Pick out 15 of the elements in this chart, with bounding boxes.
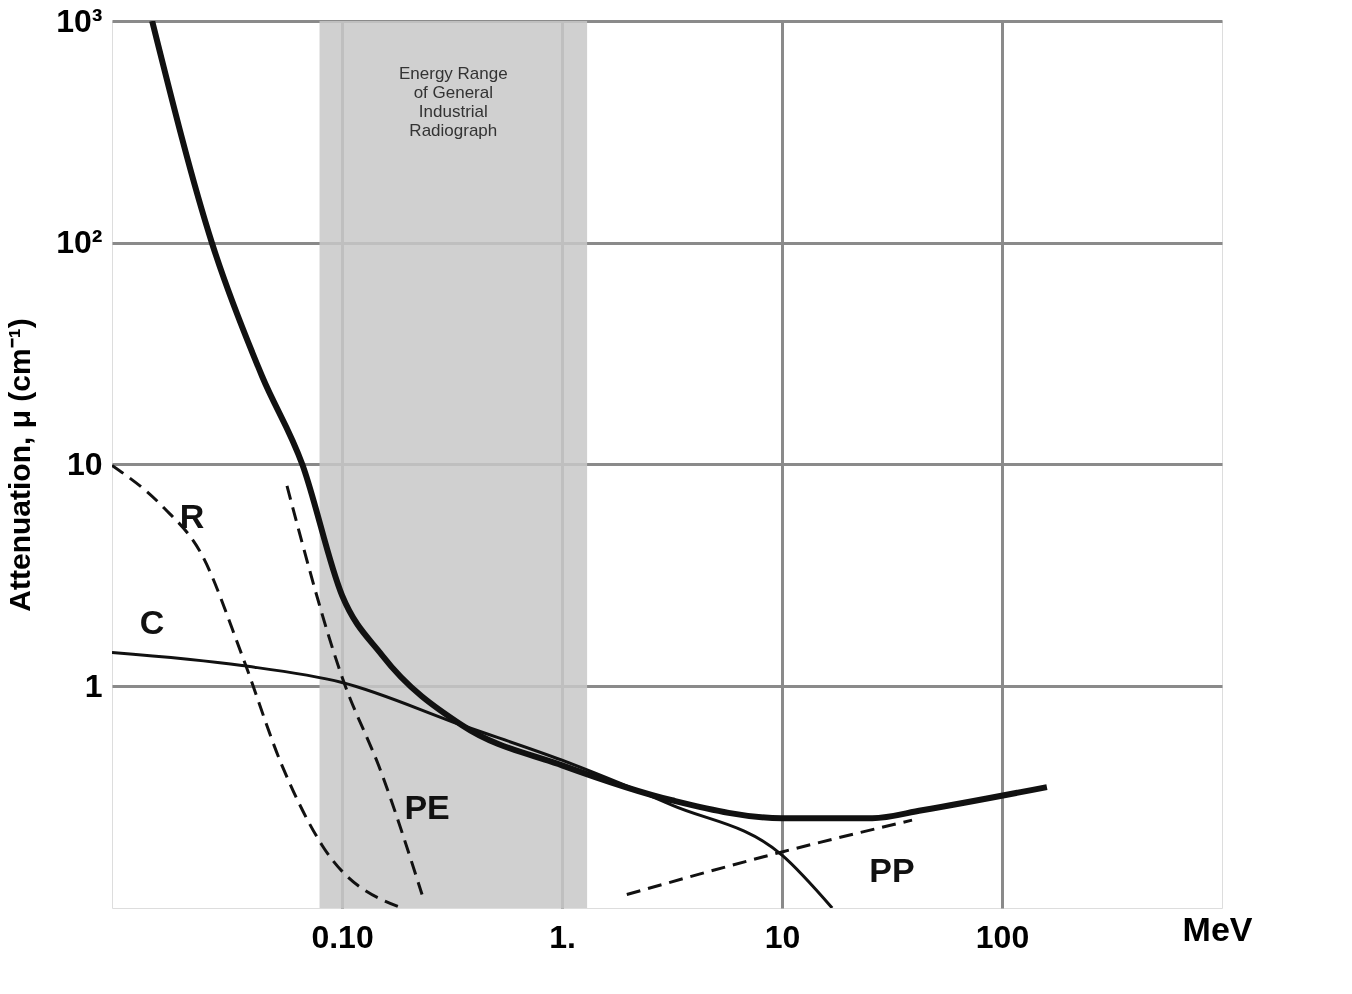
x-tick-label: 10	[764, 918, 801, 955]
series-label: R	[179, 496, 205, 535]
y-tick-label: 10²	[56, 224, 103, 261]
series-label: PE	[404, 788, 450, 827]
x-tick-label: 100	[975, 918, 1030, 955]
x-axis-title: MeV	[1182, 909, 1253, 948]
x-tick-label: 0.10	[311, 918, 374, 955]
y-axis-title: Attenuation, μ (cm⁻¹)	[3, 318, 37, 612]
x-tick-label: 1.	[549, 918, 576, 955]
y-tick-label: 10	[66, 446, 103, 482]
series-label: C	[139, 603, 165, 642]
y-tick-label: 10³	[56, 2, 103, 39]
y-tick-label: 1	[84, 667, 103, 704]
series-label: PP	[869, 850, 915, 889]
band-label: Energy Range of General Industrial Radiograph	[398, 64, 508, 140]
